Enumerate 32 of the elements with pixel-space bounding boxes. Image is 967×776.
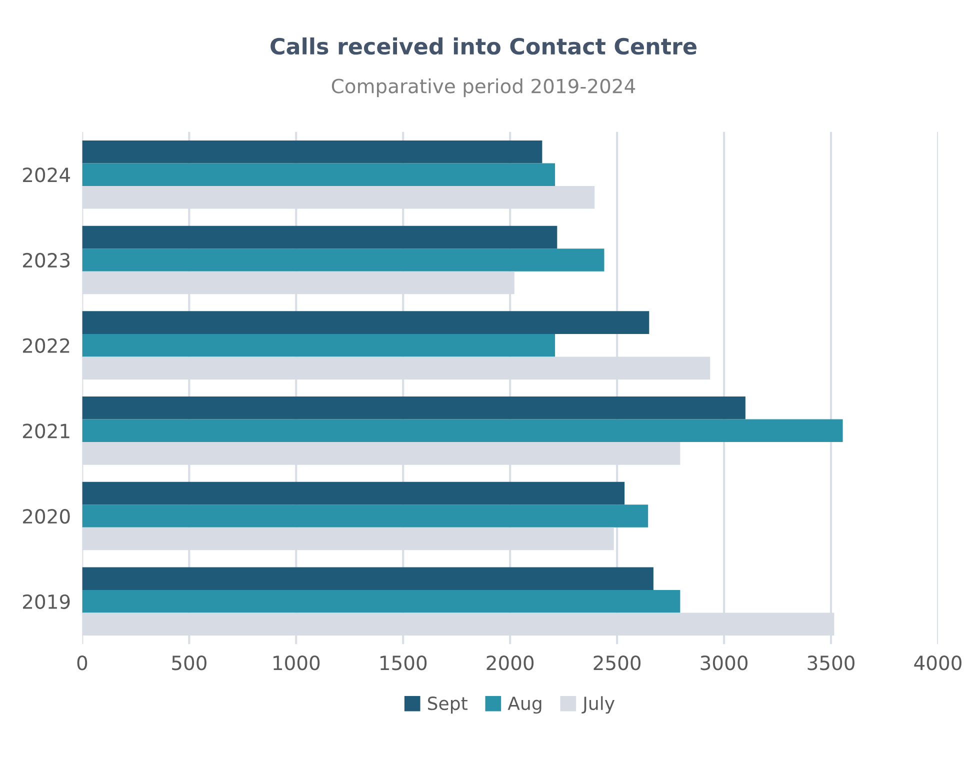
x-tick-label: 2000 bbox=[486, 656, 534, 670]
bar bbox=[82, 334, 556, 357]
x-tick-label: 2500 bbox=[594, 656, 641, 670]
chart-title: Calls received into Contact Centre bbox=[270, 37, 696, 55]
bar bbox=[82, 248, 604, 272]
bar bbox=[82, 163, 556, 186]
y-tick-label: 2022 bbox=[23, 338, 70, 353]
legend-label: Sept bbox=[428, 696, 468, 714]
x-tick-label: 4000 bbox=[914, 656, 962, 670]
bar bbox=[82, 567, 654, 590]
y-tick-label: 2021 bbox=[23, 424, 70, 438]
x-tick-label: 500 bbox=[172, 656, 206, 670]
bar bbox=[82, 419, 843, 442]
x-tick-label: 3000 bbox=[700, 656, 748, 670]
x-tick-label: 1500 bbox=[380, 656, 427, 670]
bar bbox=[82, 140, 542, 164]
y-tick-label: 2023 bbox=[23, 252, 70, 268]
bar bbox=[82, 311, 650, 334]
bar bbox=[82, 482, 625, 505]
y-tick-label: 2024 bbox=[23, 168, 70, 182]
bar bbox=[82, 504, 648, 528]
bar bbox=[82, 396, 746, 420]
x-tick-label: 0 bbox=[77, 656, 88, 670]
bar bbox=[82, 226, 558, 249]
chart-subtitle: Comparative period 2019-2024 bbox=[332, 78, 636, 98]
bar bbox=[82, 590, 680, 613]
y-tick-label: 2019 bbox=[23, 594, 70, 610]
legend-label: July bbox=[582, 696, 615, 714]
y-tick-label: 2020 bbox=[23, 508, 70, 524]
x-tick-label: 3500 bbox=[808, 656, 854, 670]
x-tick-label: 1000 bbox=[274, 656, 320, 670]
legend-label: Aug bbox=[508, 696, 542, 714]
